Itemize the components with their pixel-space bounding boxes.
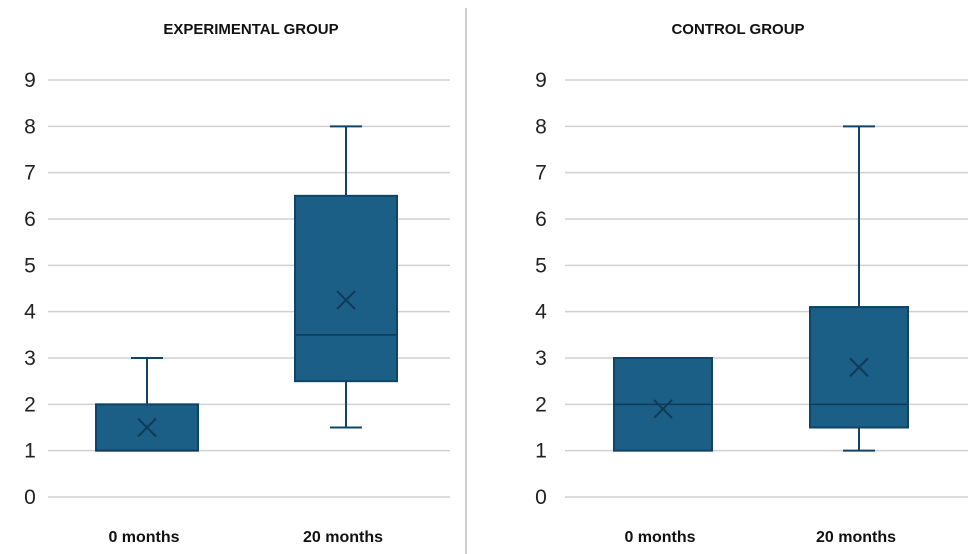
y-tick-label: 5 — [535, 254, 547, 277]
y-tick-label: 8 — [24, 115, 36, 138]
control-group-panel: CONTROL GROUP 0 1 2 3 4 5 6 7 8 9 0 months 20 mon… — [535, 21, 968, 546]
mean-marker-stroke — [336, 290, 356, 310]
experimental-group-panel: EXPERIMENTAL GROUP 0 1 2 3 4 5 6 7 8 9 0 months 2… — [24, 21, 450, 546]
panel-title: EXPERIMENTAL GROUP — [163, 21, 338, 38]
y-tick-label: 0 — [24, 486, 36, 509]
box-0 — [613, 357, 713, 452]
boxes — [613, 125, 909, 452]
y-tick-label: 3 — [535, 347, 547, 370]
box-iqr — [294, 194, 398, 383]
x-tick-label: 20 months — [303, 529, 383, 546]
y-tick-label: 9 — [24, 69, 36, 92]
y-tick-label: 6 — [535, 208, 547, 231]
y-tick-label: 0 — [535, 486, 547, 509]
y-tick-label: 3 — [24, 347, 36, 370]
y-tick-label: 8 — [535, 115, 547, 138]
mean-marker — [137, 417, 157, 438]
mean-marker-stroke — [849, 357, 869, 377]
y-axis-ticks: 0 1 2 3 4 5 6 7 8 9 — [535, 69, 547, 509]
boxes — [95, 125, 398, 452]
y-tick-label: 9 — [535, 69, 547, 92]
y-tick-label: 1 — [24, 440, 36, 463]
mean-marker — [653, 399, 673, 419]
mean-marker — [336, 290, 356, 310]
y-tick-label: 4 — [24, 301, 36, 324]
panel-title: CONTROL GROUP — [671, 21, 804, 38]
x-tick-label: 0 months — [108, 529, 179, 546]
mean-marker-stroke — [137, 417, 157, 438]
mean-marker-stroke — [653, 399, 673, 419]
box-1 — [809, 125, 909, 452]
y-tick-label: 5 — [24, 254, 36, 277]
y-tick-label: 2 — [24, 393, 36, 416]
y-tick-label: 6 — [24, 208, 36, 231]
y-tick-label: 2 — [535, 393, 547, 416]
y-axis-ticks: 0 1 2 3 4 5 6 7 8 9 — [24, 69, 36, 509]
y-tick-label: 7 — [535, 162, 547, 185]
y-tick-label: 7 — [24, 162, 36, 185]
x-tick-label: 0 months — [624, 529, 695, 546]
box-0 — [95, 357, 199, 452]
y-tick-label: 4 — [535, 301, 547, 324]
x-tick-label: 20 months — [816, 529, 896, 546]
mean-marker — [849, 357, 869, 377]
y-tick-label: 1 — [535, 440, 547, 463]
box-1 — [294, 125, 398, 429]
